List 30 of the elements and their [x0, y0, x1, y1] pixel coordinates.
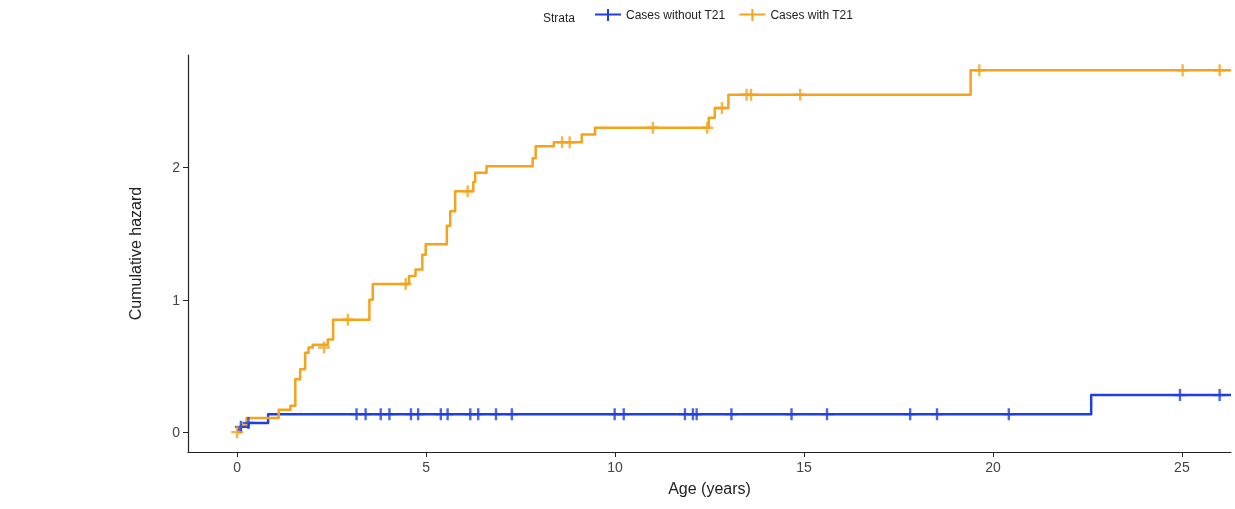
- x-tick-label: 10: [607, 459, 624, 475]
- point: [973, 64, 986, 77]
- point: [785, 408, 798, 421]
- y-tick-label: 0: [172, 424, 181, 441]
- point: [1213, 389, 1226, 402]
- x-axis-title: Age (years): [668, 479, 751, 497]
- point: [1213, 64, 1226, 77]
- point: [461, 185, 474, 198]
- point: [318, 341, 331, 354]
- point: [242, 416, 255, 429]
- x-tick-label: 15: [796, 459, 812, 475]
- point: [1176, 64, 1189, 77]
- y-tick-label: 1: [172, 291, 181, 308]
- x-tick-label: 25: [1174, 459, 1190, 475]
- x-tick-label: 20: [985, 459, 1001, 475]
- y-tick-label: 2: [172, 159, 181, 176]
- point: [383, 408, 396, 421]
- legend-title: Strata: [543, 11, 576, 25]
- point: [341, 313, 354, 326]
- x-tick-label: 5: [422, 459, 431, 475]
- point: [563, 136, 576, 149]
- legend-label: Cases without T21: [626, 8, 726, 22]
- y-axis-title: Cumulative hazard: [126, 186, 144, 321]
- point: [399, 277, 412, 290]
- point: [441, 408, 454, 421]
- legend-label: Cases with T21: [770, 8, 854, 22]
- point: [725, 408, 738, 421]
- point: [359, 408, 372, 421]
- x-tick-label: 0: [233, 459, 242, 475]
- point: [690, 408, 703, 421]
